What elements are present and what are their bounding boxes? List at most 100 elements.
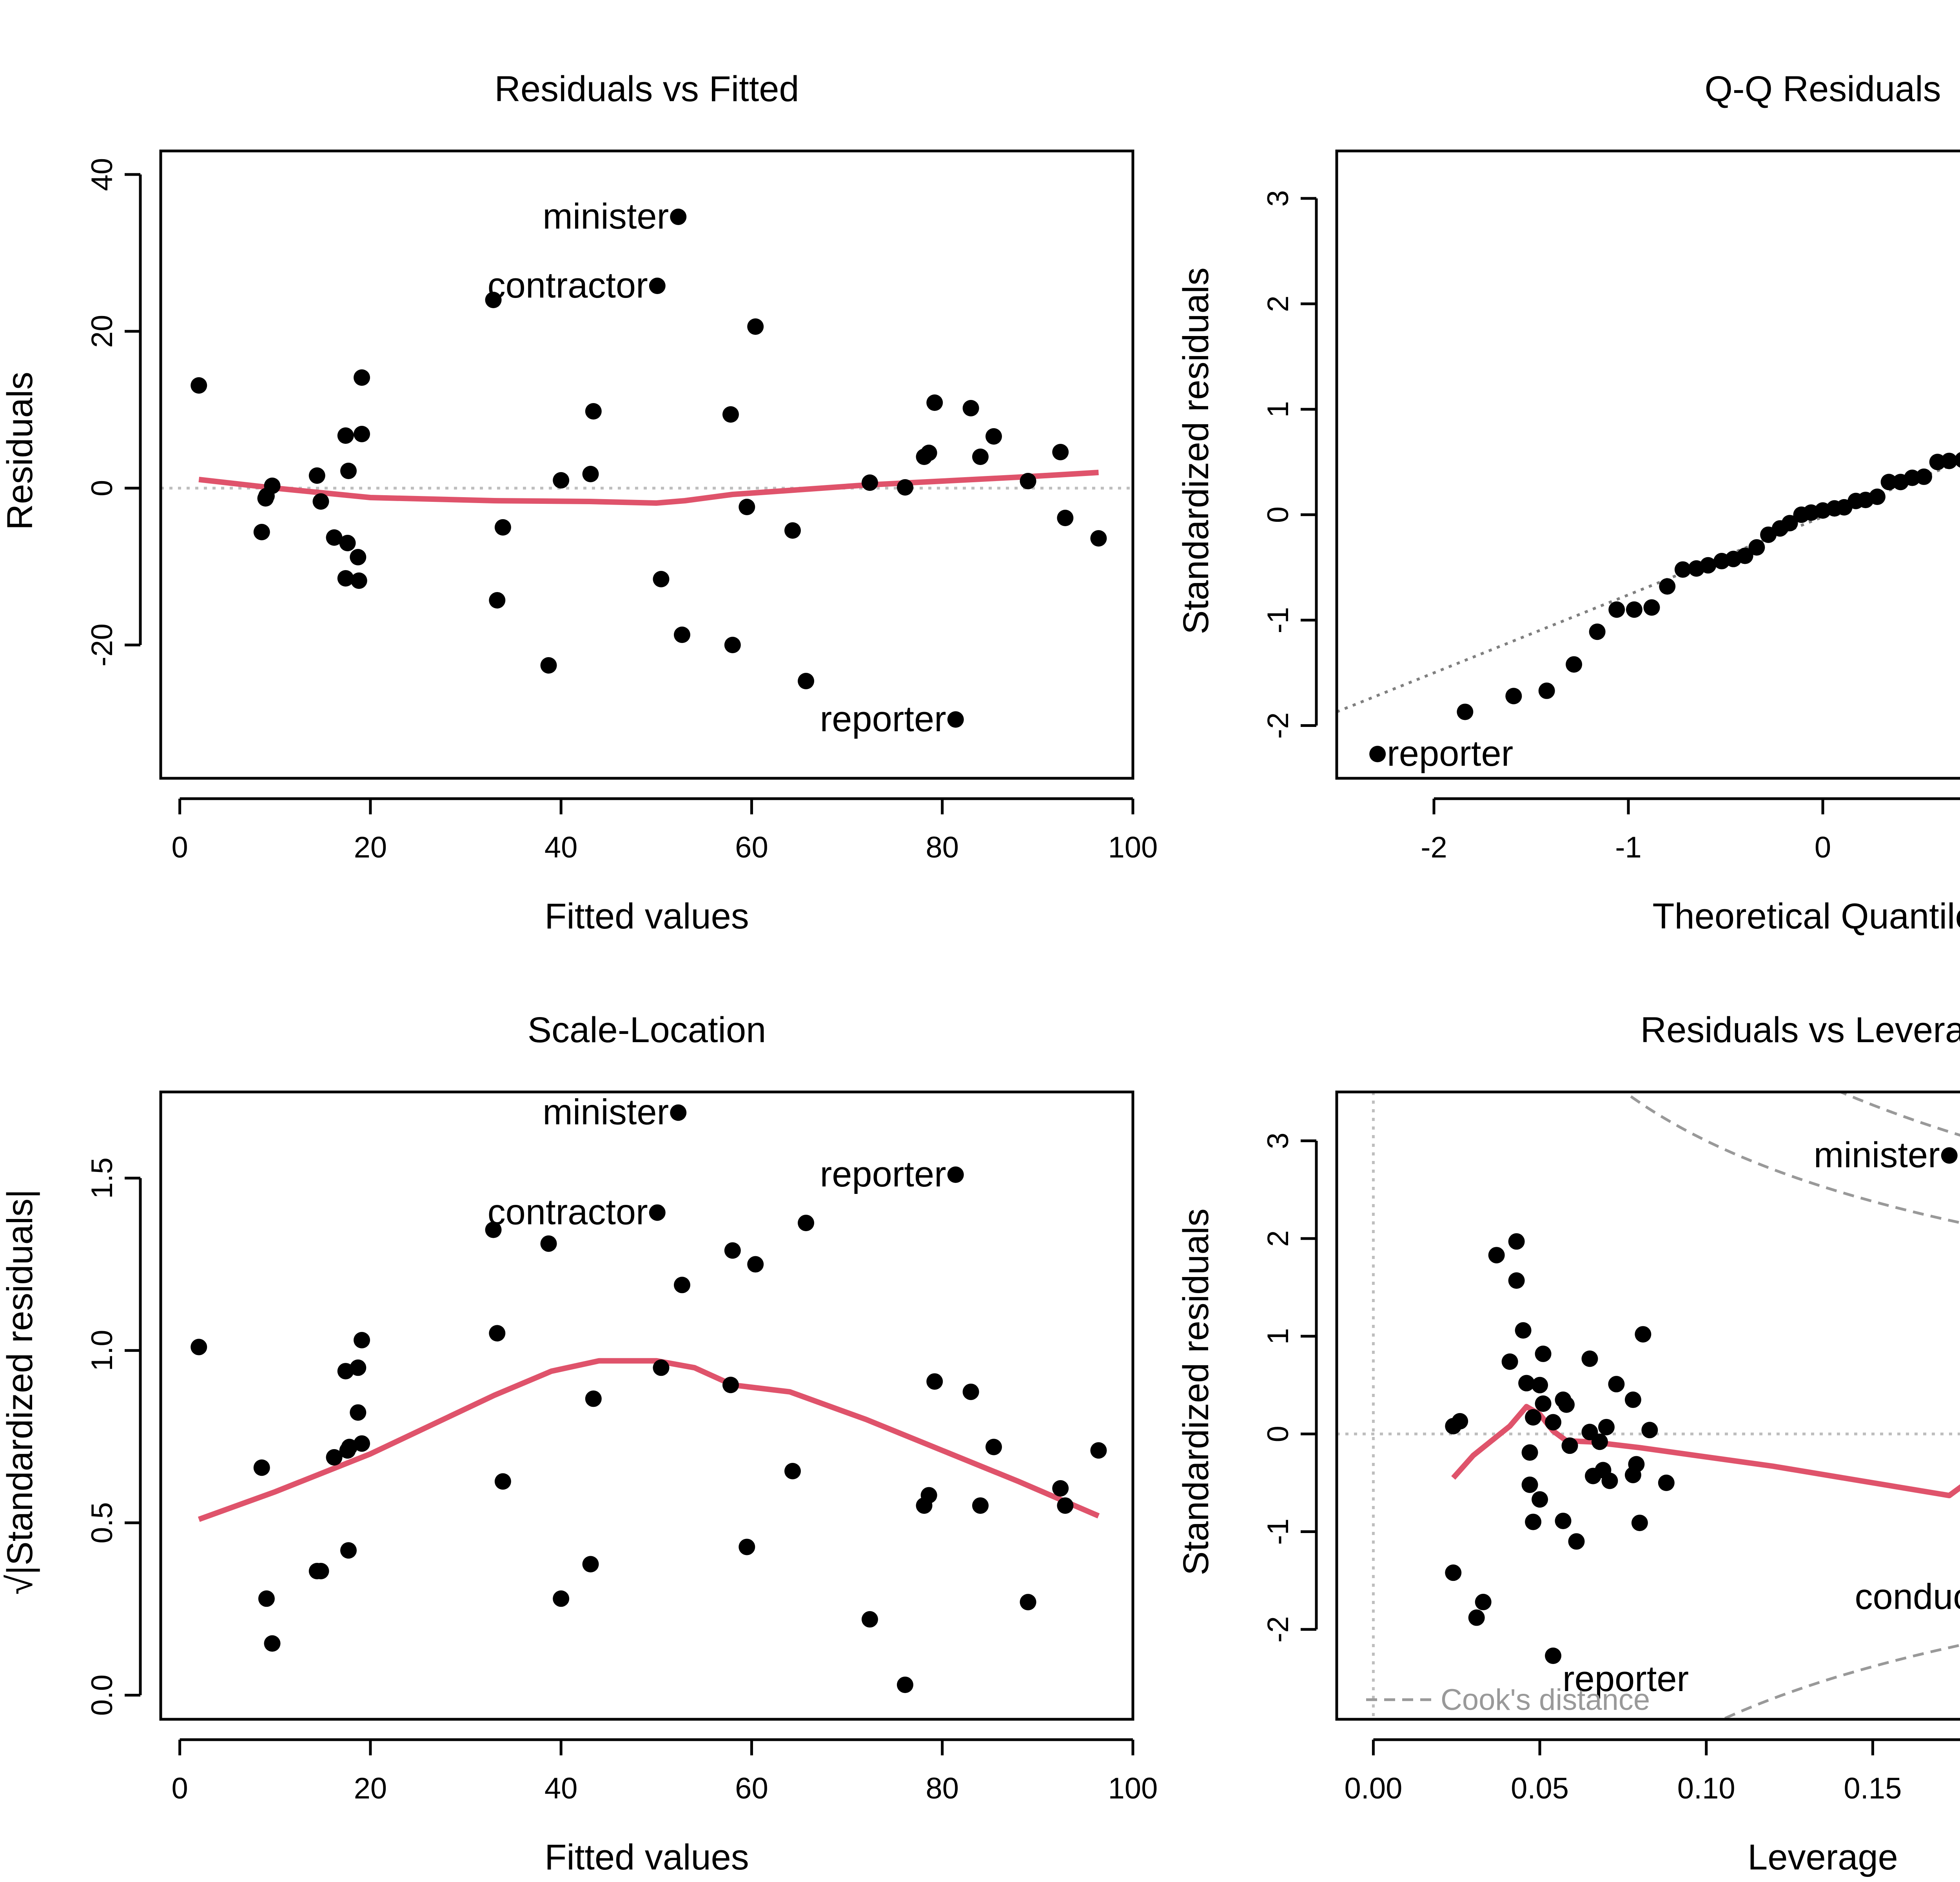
data-point [1628,1456,1645,1473]
y-tick-label: -20 [85,623,119,667]
data-point [653,571,670,587]
data-point [340,1542,357,1559]
data-point [724,1242,741,1259]
data-point [191,377,207,394]
data-point [798,1215,815,1232]
data-point [1869,489,1886,505]
data-point [1521,1476,1538,1493]
data-point [1700,557,1717,574]
data-point [1452,1413,1468,1430]
data-point [1508,1272,1525,1289]
x-tick-label: 0 [171,1772,188,1805]
data-point [1090,1442,1107,1459]
data-point [553,472,570,489]
data-point [1880,474,1897,490]
x-axis-label: Fitted values [544,1837,749,1877]
data-point [350,1404,367,1421]
x-axis-label: Theoretical Quantiles [1652,896,1960,936]
data-point [1468,1609,1485,1626]
plot-area [161,209,1133,728]
data-point [1525,1513,1542,1530]
point-label: minister [543,196,669,236]
data-point [784,522,801,539]
data-point [312,1562,329,1579]
data-point [1941,1147,1958,1164]
y-tick-label: 40 [85,158,119,191]
data-point [947,1166,964,1183]
data-point [350,572,367,589]
data-point [1631,1515,1648,1531]
data-point [264,1635,281,1652]
x-tick-label: 100 [1108,1772,1158,1805]
y-axis-label: Standardized residuals [1176,1208,1216,1575]
plot-frame [1335,149,1960,780]
point-label: minister [543,1092,669,1132]
x-tick-label: 100 [1108,831,1158,864]
plot-area [1337,1092,1960,1719]
y-tick-label: 2 [1261,296,1295,312]
x-tick-label: 80 [926,1772,959,1805]
data-point [340,463,357,479]
data-point [485,1221,502,1238]
panel-title: Q-Q Residuals [1704,69,1941,109]
data-point [257,490,274,507]
data-point [897,1677,913,1693]
x-tick-label: 20 [354,1772,387,1805]
data-point [1568,1533,1585,1550]
data-point [253,524,270,540]
y-tick-label: -2 [1261,1616,1295,1643]
data-point [582,1556,599,1573]
data-point [1020,1594,1036,1611]
data-point [354,369,370,386]
y-tick-label: 1.0 [85,1330,119,1372]
data-point [747,318,764,335]
data-point [1508,1233,1525,1250]
x-tick-label: 0.00 [1344,1772,1402,1805]
panel-title: Residuals vs Fitted [494,69,799,109]
y-tick-label: 1.5 [85,1157,119,1199]
data-point [739,499,755,515]
plot-frame [159,149,1134,780]
data-point [1558,1396,1575,1413]
data-point [253,1459,270,1476]
cooks-distance-legend-label: Cook's distance [1441,1683,1650,1717]
data-point [1457,703,1474,720]
panel-residuals-vs-fitted: Residuals vs Fitted Fitted values Residu… [0,69,1158,936]
data-point [1589,623,1606,640]
data-point [724,637,741,653]
data-point [494,519,511,536]
data-point [191,1339,207,1355]
data-point [1501,1353,1518,1370]
data-point [264,478,281,494]
data-point [670,209,687,225]
data-point [326,1449,343,1466]
plot-area [191,1104,1107,1693]
data-point [354,426,370,442]
point-label: reporter [820,1154,946,1194]
data-point [354,1332,370,1348]
point-label: contractor [488,1192,648,1232]
data-point [897,479,913,496]
data-point [1535,1395,1552,1412]
x-tick-label: 80 [926,831,959,864]
y-tick-label: 0 [85,480,119,496]
data-point [1555,1513,1572,1530]
data-point [1659,578,1676,595]
data-point [1643,599,1660,616]
point-label: reporter [1563,1659,1689,1699]
data-point [722,1377,739,1393]
data-point [653,1359,670,1376]
data-point [861,474,878,491]
y-tick-label: 1 [1261,401,1295,418]
data-point [1535,1345,1552,1362]
data-point [309,467,325,484]
data-point [354,1435,370,1452]
data-point [985,1439,1002,1455]
data-point [985,428,1002,445]
panel-title: Scale-Location [528,1010,766,1050]
y-tick-label: -1 [1261,1519,1295,1545]
plot-area [1337,452,1960,763]
plot-frame [1335,1090,1960,1721]
x-tick-label: 0.05 [1511,1772,1569,1805]
